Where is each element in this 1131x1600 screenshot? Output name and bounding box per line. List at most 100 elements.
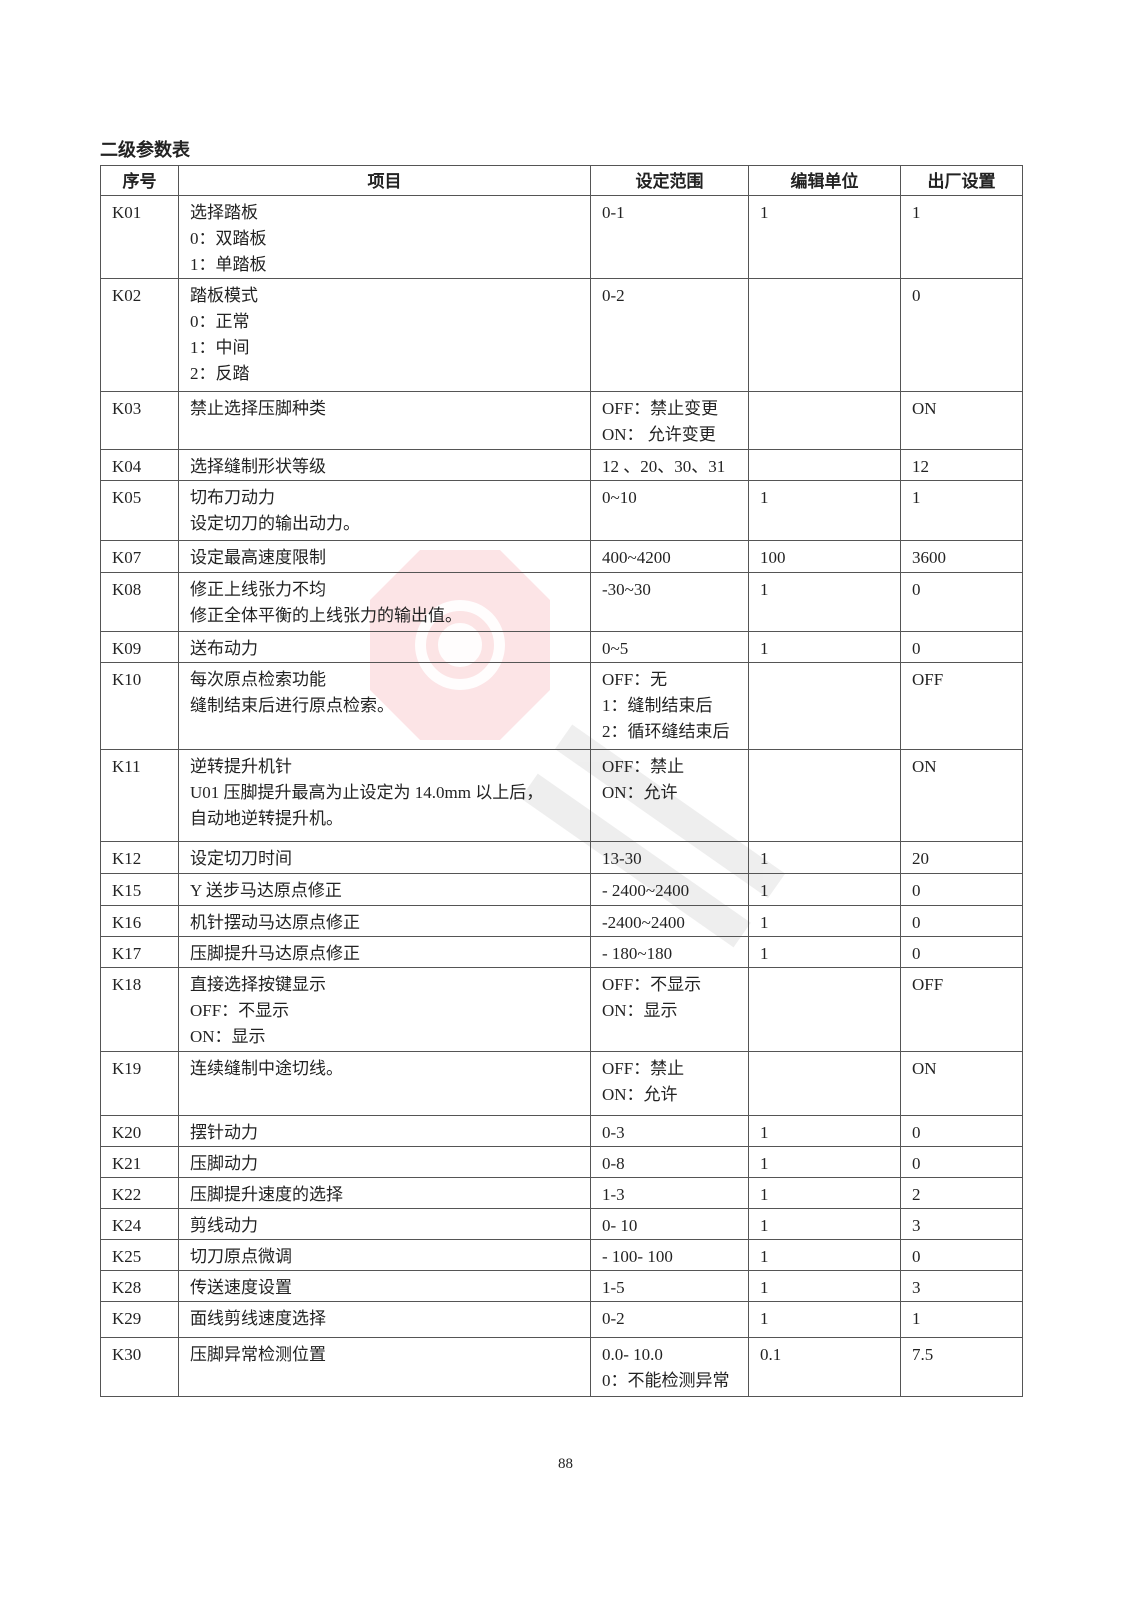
- cell-default: 3600: [900, 540, 1023, 573]
- cell-unit: 1: [748, 631, 901, 663]
- cell-item-line: 设定切刀的输出动力。: [190, 514, 360, 533]
- cell-default: 3: [900, 1270, 1023, 1302]
- cell-id: K29: [100, 1301, 179, 1338]
- cell-default: ON: [900, 391, 1023, 450]
- cell-item-line: 选择缝制形状等级: [190, 457, 326, 476]
- cell-id: K18: [100, 967, 179, 1052]
- cell-range-line: ON：显示: [602, 1001, 678, 1020]
- cell-range: 0-2: [590, 278, 749, 392]
- cell-id: K25: [100, 1239, 179, 1271]
- cell-item: 面线剪线速度选择: [178, 1301, 591, 1338]
- cell-item-line: 切刀原点微调: [190, 1247, 292, 1266]
- cell-id: K11: [100, 749, 179, 842]
- cell-range-line: OFF：不显示: [602, 975, 702, 994]
- cell-id: K21: [100, 1146, 179, 1178]
- cell-range-line: 400~4200: [602, 548, 671, 567]
- cell-id: K20: [100, 1115, 179, 1147]
- cell-id: K22: [100, 1177, 179, 1209]
- cell-range: - 100- 100: [590, 1239, 749, 1271]
- cell-item: 摆针动力: [178, 1115, 591, 1147]
- cell-default: 0: [900, 873, 1023, 906]
- cell-item-line: 切布刀动力: [190, 488, 275, 507]
- cell-item-line: 2：反踏: [190, 364, 250, 383]
- cell-default: 0: [900, 278, 1023, 392]
- cell-range: - 180~180: [590, 936, 749, 968]
- cell-unit: 1: [748, 1115, 901, 1147]
- cell-unit: 1: [748, 1270, 901, 1302]
- table-row: K05 切布刀动力 设定切刀的输出动力。 0~10 1 1: [100, 480, 1023, 541]
- cell-unit: 1: [748, 1239, 901, 1271]
- cell-id: K10: [100, 662, 179, 750]
- parameter-table: 序号 项目 设定范围 编辑单位 出厂设置 K01 选择踏板 0：双踏板 1：单踏板 0-…: [100, 165, 1023, 1397]
- cell-range: 0~10: [590, 480, 749, 541]
- table-row: K19 连续缝制中途切线。 OFF：禁止 ON：允许 ON: [100, 1051, 1023, 1116]
- cell-item-line: 选择踏板: [190, 203, 258, 222]
- table-row: K02 踏板模式 0：正常 1：中间 2：反踏 0-2 0: [100, 278, 1023, 392]
- cell-unit: 0.1: [748, 1337, 901, 1397]
- table-row: K07 设定最高速度限制 400~4200 100 3600: [100, 540, 1023, 573]
- table-row: K25 切刀原点微调 - 100- 100 1 0: [100, 1239, 1023, 1271]
- cell-item-line: 缝制结束后进行原点检索。: [190, 696, 394, 715]
- cell-unit: 1: [748, 1208, 901, 1240]
- table-row: K28 传送速度设置 1-5 1 3: [100, 1270, 1023, 1302]
- cell-id: K08: [100, 572, 179, 632]
- cell-unit: 1: [748, 905, 901, 937]
- cell-range: 400~4200: [590, 540, 749, 573]
- header-item: 项目: [178, 165, 591, 196]
- cell-unit: 1: [748, 195, 901, 279]
- cell-item: 修正上线张力不均 修正全体平衡的上线张力的输出值。: [178, 572, 591, 632]
- cell-item-line: 剪线动力: [190, 1216, 258, 1235]
- cell-unit: [748, 449, 901, 481]
- cell-item-line: 修正上线张力不均: [190, 580, 326, 599]
- table-row: K11 逆转提升机针 U01 压脚提升最高为止设定为 14.0mm 以上后， 自动地…: [100, 749, 1023, 842]
- cell-default: 0: [900, 572, 1023, 632]
- cell-item-line: OFF：不显示: [190, 1001, 290, 1020]
- cell-item-line: 压脚动力: [190, 1154, 258, 1173]
- cell-item-line: 0：正常: [190, 312, 250, 331]
- cell-range-line: 0-2: [602, 1309, 625, 1328]
- cell-range-line: - 2400~2400: [602, 881, 690, 900]
- table-row: K16 机针摆动马达原点修正 -2400~2400 1 0: [100, 905, 1023, 937]
- cell-item-line: 自动地逆转提升机。: [190, 809, 343, 828]
- table-row: K29 面线剪线速度选择 0-2 1 1: [100, 1301, 1023, 1338]
- cell-item: 选择踏板 0：双踏板 1：单踏板: [178, 195, 591, 279]
- cell-default: 0: [900, 631, 1023, 663]
- cell-id: K16: [100, 905, 179, 937]
- cell-item-line: 设定最高速度限制: [190, 548, 326, 567]
- cell-unit: 1: [748, 1301, 901, 1338]
- cell-unit: [748, 967, 901, 1052]
- cell-id: K17: [100, 936, 179, 968]
- cell-id: K03: [100, 391, 179, 450]
- cell-id: K01: [100, 195, 179, 279]
- cell-range: OFF：无 1：缝制结束后 2：循环缝结束后: [590, 662, 749, 750]
- cell-item: 机针摆动马达原点修正: [178, 905, 591, 937]
- cell-range-line: OFF：禁止: [602, 1059, 685, 1078]
- cell-id: K02: [100, 278, 179, 392]
- table-row: K24 剪线动力 0- 10 1 3: [100, 1208, 1023, 1240]
- cell-range: 0-1: [590, 195, 749, 279]
- cell-item-line: 逆转提升机针: [190, 757, 292, 776]
- cell-item-line: 禁止选择压脚种类: [190, 399, 326, 418]
- cell-range-line: ON：允许: [602, 783, 678, 802]
- cell-item-line: 面线剪线速度选择: [190, 1309, 326, 1328]
- cell-unit: 1: [748, 1177, 901, 1209]
- cell-item-line: 设定切刀时间: [190, 849, 292, 868]
- cell-item: 压脚异常检测位置: [178, 1337, 591, 1397]
- cell-unit: [748, 1051, 901, 1116]
- cell-unit: 1: [748, 1146, 901, 1178]
- cell-unit: 1: [748, 572, 901, 632]
- cell-unit: [748, 278, 901, 392]
- table-row: K20 摆针动力 0-3 1 0: [100, 1115, 1023, 1147]
- cell-range-line: 1-3: [602, 1185, 625, 1204]
- cell-item-line: 摆针动力: [190, 1123, 258, 1142]
- cell-range-line: -2400~2400: [602, 913, 685, 932]
- cell-range-line: 0-2: [602, 286, 625, 305]
- cell-item: Y 送步马达原点修正: [178, 873, 591, 906]
- table-row: K30 压脚异常检测位置 0.0- 10.0 0：不能检测异常 0.1 7.5: [100, 1337, 1023, 1397]
- cell-range-line: 2：循环缝结束后: [602, 722, 730, 741]
- cell-range-line: 0-8: [602, 1154, 625, 1173]
- cell-default: 0: [900, 1146, 1023, 1178]
- cell-id: K09: [100, 631, 179, 663]
- cell-item-line: 机针摆动马达原点修正: [190, 913, 360, 932]
- cell-default: 0: [900, 936, 1023, 968]
